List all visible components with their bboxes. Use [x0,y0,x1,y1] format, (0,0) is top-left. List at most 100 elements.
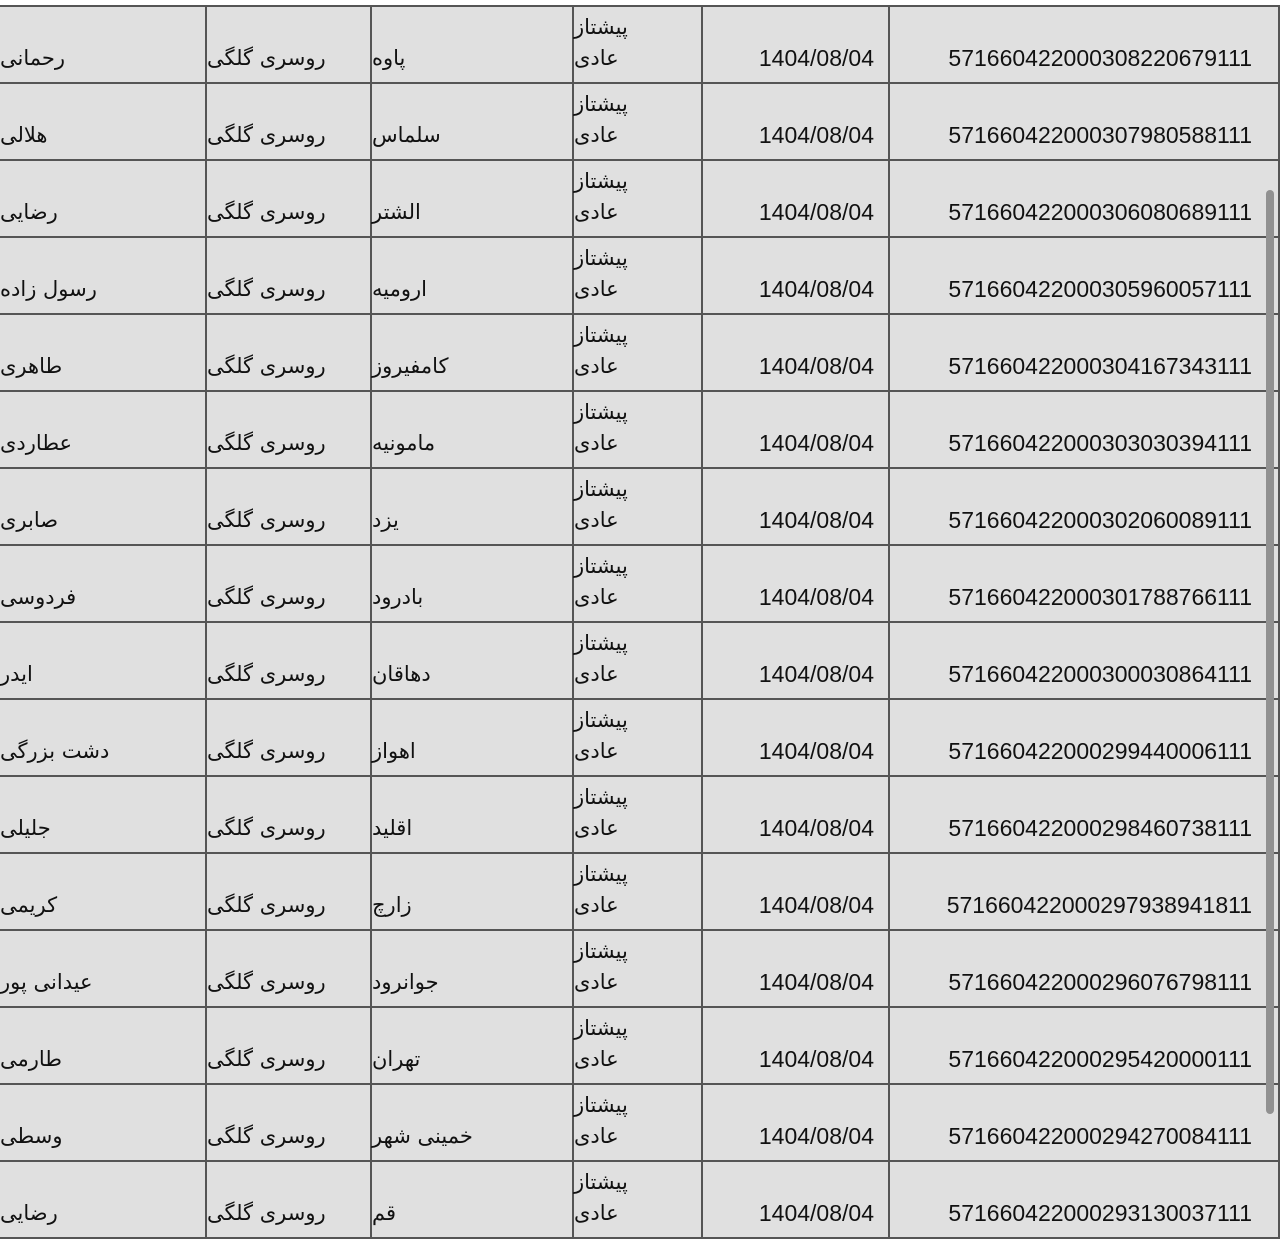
date-cell[interactable]: 1404/08/04 [703,1085,890,1160]
city-cell[interactable]: تهران [372,1008,574,1083]
product-cell[interactable]: روسری گلگی [207,931,372,1006]
tracking-code-cell[interactable]: 571660422000304167343111 [890,315,1278,390]
date-cell[interactable]: 1404/08/04 [703,161,890,236]
customer-name-cell[interactable]: عطاردی [0,392,207,467]
service-cell[interactable]: پیشتاز عادی [574,546,703,621]
date-cell[interactable]: 1404/08/04 [703,546,890,621]
product-cell[interactable]: روسری گلگی [207,700,372,775]
city-cell[interactable]: اهواز [372,700,574,775]
service-cell[interactable]: پیشتاز عادی [574,777,703,852]
service-cell[interactable]: پیشتاز عادی [574,623,703,698]
customer-name-cell[interactable]: جلیلی [0,777,207,852]
tracking-code-cell[interactable]: 571660422000298460738111 [890,777,1278,852]
city-cell[interactable]: دهاقان [372,623,574,698]
city-cell[interactable]: مامونیه [372,392,574,467]
service-cell[interactable]: پیشتاز عادی [574,392,703,467]
product-cell[interactable]: روسری گلگی [207,161,372,236]
date-cell[interactable]: 1404/08/04 [703,700,890,775]
tracking-code-cell[interactable]: 571660422000306080689111 [890,161,1278,236]
service-cell[interactable]: پیشتاز عادی [574,700,703,775]
product-cell[interactable]: روسری گلگی [207,1085,372,1160]
customer-name-cell[interactable]: عیدانی پور [0,931,207,1006]
date-cell[interactable]: 1404/08/04 [703,854,890,929]
customer-name-cell[interactable]: کریمی [0,854,207,929]
customer-name-cell[interactable]: فردوسی [0,546,207,621]
date-cell[interactable]: 1404/08/04 [703,315,890,390]
service-cell[interactable]: پیشتاز عادی [574,1085,703,1160]
customer-name-cell[interactable]: رضایی [0,161,207,236]
customer-name-cell[interactable]: طارمی [0,1008,207,1083]
date-cell[interactable]: 1404/08/04 [703,7,890,82]
tracking-code-cell[interactable]: 571660422000295420000111 [890,1008,1278,1083]
vertical-scrollbar[interactable] [1266,190,1274,1114]
tracking-code-cell[interactable]: 571660422000297938941811 [890,854,1278,929]
product-cell[interactable]: روسری گلگی [207,1008,372,1083]
tracking-code-cell[interactable]: 571660422000301788766111 [890,546,1278,621]
service-cell[interactable]: پیشتاز عادی [574,7,703,82]
tracking-code-cell[interactable]: 571660422000302060089111 [890,469,1278,544]
product-cell[interactable]: روسری گلگی [207,546,372,621]
service-cell[interactable]: پیشتاز عادی [574,854,703,929]
customer-name-cell[interactable]: هلالی [0,84,207,159]
service-cell[interactable]: پیشتاز عادی [574,1162,703,1237]
city-cell[interactable]: سلماس [372,84,574,159]
tracking-code-cell[interactable]: 571660422000296076798111 [890,931,1278,1006]
service-cell-text: عادی [574,585,619,609]
product-cell[interactable]: روسری گلگی [207,854,372,929]
product-cell[interactable]: روسری گلگی [207,777,372,852]
customer-name-cell[interactable]: رضایی [0,1162,207,1237]
customer-name-cell[interactable]: رحمانی [0,7,207,82]
date-cell[interactable]: 1404/08/04 [703,469,890,544]
service-cell[interactable]: پیشتاز عادی [574,1008,703,1083]
product-cell[interactable]: روسری گلگی [207,1162,372,1237]
service-cell[interactable]: پیشتاز عادی [574,84,703,159]
city-cell[interactable]: اقلید [372,777,574,852]
product-cell[interactable]: روسری گلگی [207,7,372,82]
customer-name-cell[interactable]: وسطی [0,1085,207,1160]
tracking-code-cell[interactable]: 571660422000305960057111 [890,238,1278,313]
customer-name-cell[interactable]: دشت بزرگی [0,700,207,775]
tracking-code-cell[interactable]: 571660422000294270084111 [890,1085,1278,1160]
service-cell[interactable]: پیشتاز عادی [574,161,703,236]
service-cell[interactable]: پیشتاز عادی [574,469,703,544]
city-cell[interactable]: یزد [372,469,574,544]
tracking-code-cell[interactable]: 571660422000293130037111 [890,1162,1278,1237]
date-cell[interactable]: 1404/08/04 [703,1008,890,1083]
date-cell[interactable]: 1404/08/04 [703,931,890,1006]
city-cell[interactable]: جوانرود [372,931,574,1006]
tracking-code-cell[interactable]: 571660422000308220679111 [890,7,1278,82]
product-cell[interactable]: روسری گلگی [207,623,372,698]
product-cell[interactable]: روسری گلگی [207,315,372,390]
customer-name-cell[interactable]: ایدر [0,623,207,698]
product-cell[interactable]: روسری گلگی [207,392,372,467]
city-cell[interactable]: کامفیروز [372,315,574,390]
date-cell[interactable]: 1404/08/04 [703,392,890,467]
city-cell[interactable]: خمینی شهر [372,1085,574,1160]
city-cell[interactable]: ارومیه [372,238,574,313]
city-cell[interactable]: الشتر [372,161,574,236]
customer-name-cell[interactable]: رسول زاده [0,238,207,313]
customer-name-cell[interactable]: صابری [0,469,207,544]
date-cell-text: 1404/08/04 [758,1200,874,1226]
date-cell[interactable]: 1404/08/04 [703,623,890,698]
city-cell[interactable]: زارچ [372,854,574,929]
tracking-code-cell[interactable]: 571660422000299440006111 [890,700,1278,775]
service-cell[interactable]: پیشتاز عادی [574,931,703,1006]
customer-name-cell[interactable]: طاهری [0,315,207,390]
city-cell[interactable]: پاوه [372,7,574,82]
service-cell[interactable]: پیشتاز عادی [574,238,703,313]
product-cell[interactable]: روسری گلگی [207,469,372,544]
city-cell[interactable]: قم [372,1162,574,1237]
product-cell[interactable]: روسری گلگی [207,238,372,313]
tracking-code-cell[interactable]: 571660422000307980588111 [890,84,1278,159]
date-cell[interactable]: 1404/08/04 [703,238,890,313]
date-cell[interactable]: 1404/08/04 [703,777,890,852]
tracking-code-cell[interactable]: 571660422000303030394111 [890,392,1278,467]
tracking-code-cell[interactable]: 571660422000300030864111 [890,623,1278,698]
service-cell[interactable]: پیشتاز عادی [574,315,703,390]
city-cell[interactable]: بادرود [372,546,574,621]
date-cell[interactable]: 1404/08/04 [703,1162,890,1237]
date-cell[interactable]: 1404/08/04 [703,84,890,159]
tracking-code-cell-text: 571660422000299440006111 [948,738,1252,764]
product-cell[interactable]: روسری گلگی [207,84,372,159]
